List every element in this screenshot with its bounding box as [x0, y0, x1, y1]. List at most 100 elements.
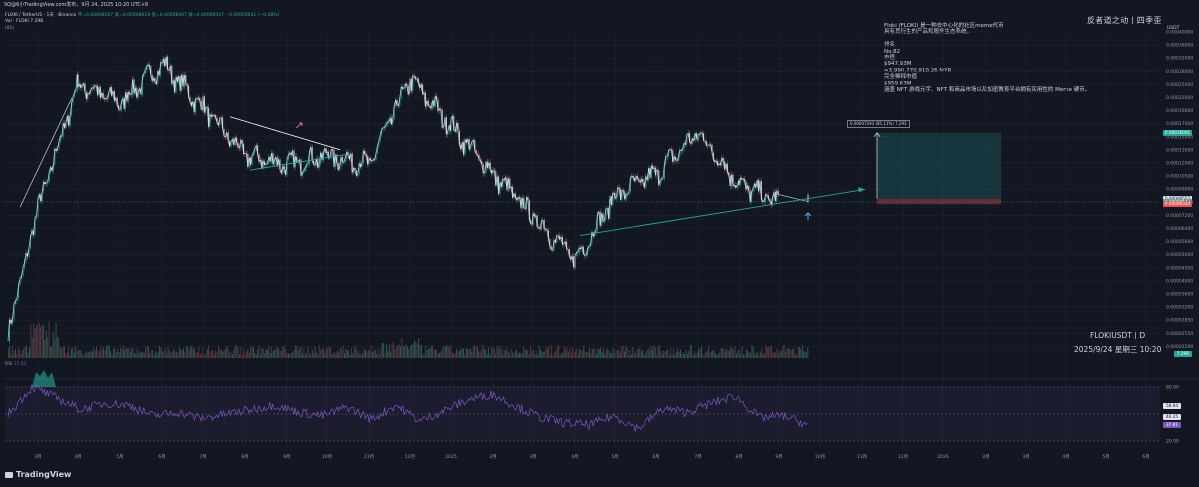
- volume-bar: [145, 346, 147, 358]
- candle-body: [573, 256, 575, 267]
- volume-bar: [335, 352, 337, 358]
- candle-body: [134, 87, 136, 94]
- volume-bar: [688, 350, 690, 358]
- volume-legend[interactable]: Vol · FLOKI 7.29B: [5, 19, 43, 24]
- volume-bar: [528, 354, 530, 358]
- volume-bar: [52, 331, 54, 358]
- volume-bar: [803, 351, 805, 358]
- volume-bar: [600, 347, 602, 358]
- volume-bar: [624, 351, 625, 358]
- volume-bar: [303, 346, 305, 358]
- volume-bar: [793, 348, 795, 358]
- volume-bar: [359, 350, 361, 358]
- volume-bar: [366, 351, 368, 358]
- candle-body: [10, 319, 12, 324]
- candle-body: [628, 191, 630, 195]
- candle-body: [80, 84, 82, 88]
- candle-body: [683, 143, 685, 150]
- candle-body: [257, 145, 259, 155]
- volume-bar: [380, 348, 382, 358]
- candle-body: [378, 140, 380, 147]
- candle-body: [266, 163, 268, 165]
- candle-body: [69, 115, 71, 126]
- x-tick-label: 11月: [364, 454, 374, 460]
- volume-bar: [565, 350, 567, 358]
- volume-bar: [323, 348, 324, 358]
- candle-body: [578, 247, 580, 253]
- volume-bar: [453, 354, 455, 358]
- volume-bar: [764, 353, 765, 358]
- volume-bar: [355, 345, 357, 358]
- candle-body: [205, 106, 207, 113]
- volume-bar: [275, 349, 277, 358]
- candle-body: [65, 122, 67, 128]
- volume-bar: [489, 354, 491, 358]
- volume-bar: [512, 352, 513, 358]
- volume-bar: [621, 346, 623, 358]
- x-tick-label: 4月: [74, 454, 81, 460]
- candle-body: [591, 232, 593, 245]
- candle-body: [482, 164, 484, 173]
- currency-label[interactable]: USDT: [1167, 26, 1180, 31]
- volume-bar: [797, 346, 799, 358]
- volume-bar: [752, 346, 754, 358]
- volume-bar: [300, 346, 302, 358]
- volume-bar: [484, 349, 485, 358]
- volume-bar: [652, 349, 653, 358]
- volume-bar: [213, 354, 215, 358]
- volume-bar: [780, 351, 782, 358]
- volume-bar: [362, 353, 364, 358]
- candle-body: [244, 153, 246, 155]
- candle-body: [55, 148, 57, 151]
- volume-bar: [143, 353, 145, 358]
- volume-bar: [751, 345, 753, 358]
- volume-bar: [212, 350, 214, 358]
- candle-body: [427, 100, 429, 106]
- volume-bar: [562, 352, 564, 358]
- volume-bar: [566, 346, 568, 358]
- volume-bar: [103, 346, 105, 358]
- volume-bar: [114, 347, 116, 358]
- volume-bar: [726, 348, 728, 358]
- volume-bar: [719, 351, 721, 358]
- candle-body: [422, 84, 424, 94]
- candle-body: [153, 77, 155, 81]
- candle-body: [585, 255, 587, 256]
- volume-bar: [580, 349, 582, 358]
- tradingview-logo[interactable]: TradingView: [5, 470, 71, 479]
- candle-body: [622, 190, 624, 192]
- volume-bar: [111, 354, 113, 358]
- candle-body: [634, 177, 636, 182]
- candle-body: [645, 176, 647, 188]
- candle-body: [344, 157, 346, 163]
- y-tick-label: 0.00010500: [1166, 174, 1193, 180]
- volume-bar: [738, 349, 740, 358]
- x-tick-label: 4月: [1062, 454, 1069, 460]
- candle-body: [318, 163, 320, 168]
- volume-bar: [628, 354, 630, 358]
- volume-bar: [334, 354, 336, 358]
- candle-body: [195, 98, 197, 113]
- candle-body: [448, 125, 450, 132]
- volume-bar: [709, 353, 711, 358]
- volume-bar: [286, 353, 288, 358]
- volume-bar: [727, 350, 729, 358]
- symbol-legend[interactable]: FLOKI / TetherUS · 1天 · Binance 开=0.0000…: [5, 12, 279, 18]
- volume-bar: [174, 351, 176, 358]
- candle-body: [641, 178, 643, 183]
- volume-bar: [535, 350, 537, 358]
- rsi-legend[interactable]: RSI 37.81: [5, 362, 27, 367]
- volume-bar: [255, 354, 257, 358]
- volume-bar: [327, 349, 329, 358]
- volume-bar: [220, 350, 222, 358]
- volume-bar: [128, 347, 130, 358]
- volume-bar: [506, 346, 508, 358]
- candle-body: [465, 139, 467, 143]
- volume-bar: [13, 350, 15, 358]
- candle-body: [188, 85, 190, 97]
- volume-bar: [776, 348, 778, 358]
- candle-body: [441, 109, 443, 128]
- support-trendline: [579, 188, 866, 236]
- measure-arrow-icon: [873, 132, 881, 137]
